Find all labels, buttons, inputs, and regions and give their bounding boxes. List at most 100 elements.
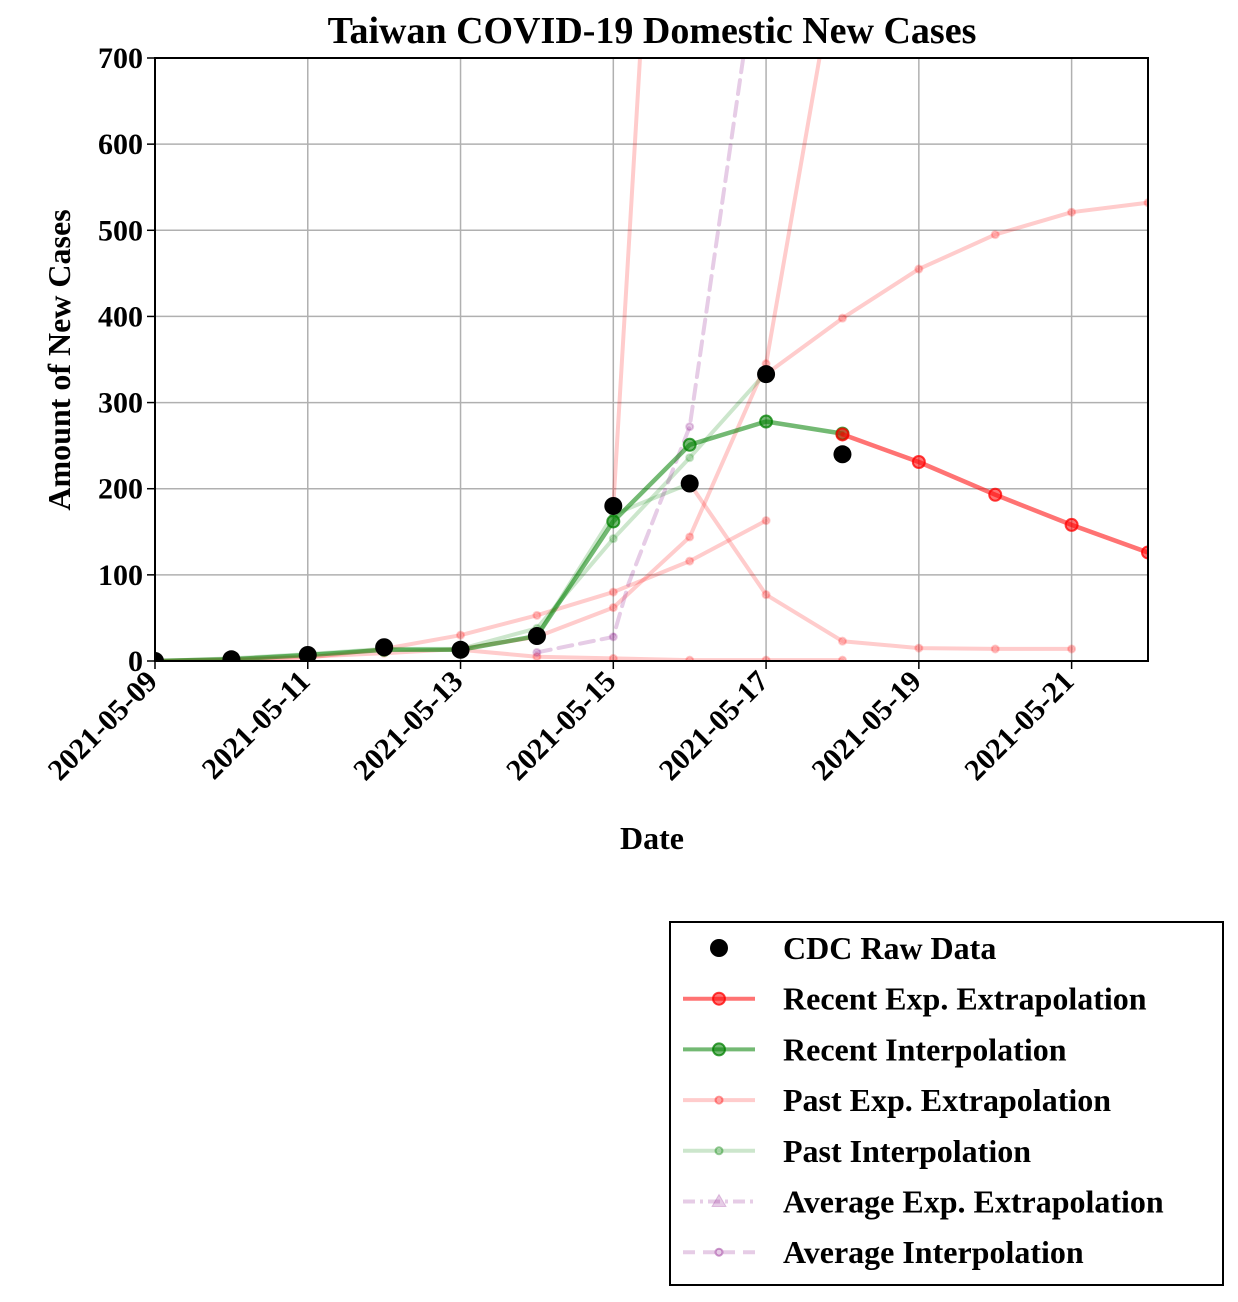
recent-exp-extrapolation-point [1141, 545, 1148, 560]
legend-marker [714, 1095, 724, 1105]
legend-marker [714, 1247, 724, 1257]
past-exp-extrapolation-point [1067, 644, 1077, 654]
legend-item: Recent Interpolation [683, 1031, 1067, 1067]
past-exp-extrapolation-point [456, 630, 466, 640]
past-exp-extrapolation-line [764, 200, 1148, 377]
y-tick-label: 400 [98, 300, 143, 333]
past-exp-extrapolation-point [914, 264, 924, 274]
average-interpolation-point [685, 422, 695, 432]
x-tick-label: 2021-05-17 [653, 665, 775, 787]
legend-label: Average Exp. Extrapolation [783, 1184, 1164, 1220]
past-exp-extrapolation-line [687, 481, 1074, 651]
legend-label: Past Exp. Extrapolation [783, 1082, 1111, 1118]
raw-data-point [604, 496, 623, 515]
y-tick-label: 200 [98, 473, 143, 506]
y-tick-label: 600 [98, 128, 143, 161]
chart-title: Taiwan COVID-19 Domestic New Cases [328, 10, 977, 52]
raw-data-point [680, 474, 699, 493]
average-interpolation-point [532, 647, 542, 657]
recent-interpolation [155, 414, 850, 661]
recent-exp-extrapolation-point [988, 487, 1003, 502]
legend-label: Recent Exp. Extrapolation [783, 981, 1147, 1017]
raw-data-point [375, 638, 394, 657]
legend-marker [712, 1042, 726, 1057]
past-exp-extrapolation-point [685, 532, 695, 542]
legend-label: Recent Interpolation [783, 1031, 1067, 1067]
past-exp-extrapolation-point [914, 643, 924, 653]
legend-marker [714, 1146, 724, 1156]
past-exp-extrapolation-point [608, 587, 618, 597]
past-exp-extrapolation-point [990, 644, 1000, 654]
recent-exp-extrapolation-point [911, 455, 926, 470]
y-tick-label: 700 [98, 42, 143, 75]
average-interpolation-line [534, 58, 746, 655]
legend-marker [712, 991, 726, 1006]
x-tick-label: 2021-05-09 [42, 665, 164, 787]
recent-interpolation-point [606, 514, 621, 529]
y-tick-label: 0 [128, 645, 143, 678]
x-axis-label: Date [620, 820, 684, 856]
y-tick-label: 100 [98, 559, 143, 592]
legend-marker [711, 1193, 727, 1207]
legend-label: Average Interpolation [783, 1234, 1084, 1270]
raw-data-point [833, 445, 852, 464]
x-tick-label: 2021-05-11 [196, 665, 317, 786]
recent-interpolation-point [759, 414, 774, 429]
raw-data-point [757, 365, 776, 384]
legend-item: CDC Raw Data [710, 930, 996, 966]
past-exp-extrapolation-point [837, 313, 847, 323]
recent-interpolation-point [682, 437, 697, 452]
y-axis-label: Amount of New Cases [41, 209, 77, 510]
y-tick-label: 500 [98, 214, 143, 247]
recent-exp-extrapolation [835, 427, 1148, 560]
past-exp-extrapolation-point [837, 636, 847, 646]
legend-item: Past Exp. Extrapolation [683, 1082, 1111, 1118]
past-exp-extrapolation-point [1067, 207, 1077, 217]
past-exp-extrapolation [155, 58, 822, 661]
raw-data-point [298, 645, 317, 661]
legend-item: Recent Exp. Extrapolation [683, 981, 1147, 1017]
raw-data-point [527, 627, 546, 646]
past-interpolation-point [685, 453, 695, 463]
legend-label: Past Interpolation [783, 1133, 1031, 1169]
legend-item: Past Interpolation [683, 1133, 1031, 1169]
x-axis: 2021-05-09 2021-05-11 2021-05-13 2021-05-15… [42, 661, 1081, 787]
past-exp-extrapolation [608, 58, 642, 511]
legend-item: Average Interpolation [683, 1234, 1084, 1270]
past-exp-extrapolation-line [458, 647, 845, 661]
legend: CDC Raw Data Recent Exp. Extrapolation Rec… [669, 921, 1224, 1286]
x-tick-label: 2021-05-19 [805, 665, 927, 787]
legend-marker [710, 939, 728, 957]
past-exp-extrapolation-point [608, 603, 618, 613]
past-exp-extrapolation-point [608, 653, 618, 661]
raw-data-point [222, 650, 241, 661]
past-exp-extrapolation [761, 198, 1148, 379]
legend-item: Average Exp. Extrapolation [683, 1184, 1164, 1220]
recent-interpolation-line [155, 419, 845, 661]
x-tick-label: 2021-05-15 [500, 665, 622, 787]
past-exp-extrapolation-point [761, 516, 771, 526]
average-interpolation-point [608, 632, 618, 642]
raw-data-point [451, 640, 470, 659]
y-axis: 0 100 200 300 400 500 600 700 [98, 42, 155, 678]
legend-frame [669, 921, 1224, 1286]
y-tick-label: 300 [98, 387, 143, 420]
past-exp-extrapolation-point [685, 556, 695, 566]
raw-data-point [155, 652, 164, 661]
x-tick-label: 2021-05-21 [958, 665, 1080, 787]
past-exp-extrapolation [685, 479, 1077, 654]
past-exp-extrapolation-point [532, 610, 542, 620]
plot-area [155, 58, 1148, 661]
past-exp-extrapolation-point [761, 590, 771, 600]
legend-label: CDC Raw Data [783, 930, 996, 966]
recent-exp-extrapolation-point [1064, 517, 1079, 532]
average-interpolation [532, 58, 746, 657]
plot-frame [154, 57, 1149, 662]
recent-exp-extrapolation-point [835, 427, 850, 442]
past-exp-extrapolation-line [155, 58, 822, 661]
past-exp-extrapolation-point [990, 230, 1000, 240]
x-tick-label: 2021-05-13 [347, 665, 469, 787]
past-interpolation-point [608, 534, 618, 544]
past-exp-extrapolation-line [611, 58, 642, 508]
